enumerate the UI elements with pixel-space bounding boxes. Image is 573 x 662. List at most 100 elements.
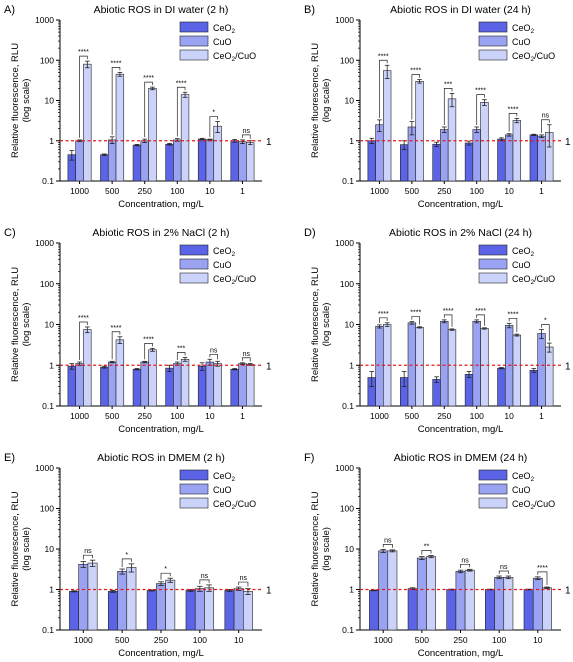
bar [238, 363, 247, 407]
bar [100, 366, 109, 407]
legend-swatch [179, 258, 209, 270]
bar [233, 588, 244, 631]
panel-label: A) [4, 4, 15, 16]
bar [197, 138, 207, 182]
x-tick-label: 250 [453, 635, 467, 645]
bar [512, 120, 522, 182]
bar [367, 140, 376, 182]
x-tick-label: 100 [470, 411, 484, 421]
x-tick-label: 1 [539, 186, 544, 196]
significance-bracket [541, 119, 550, 133]
x-tick-label: 1000 [370, 186, 389, 196]
legend-swatch [478, 35, 508, 47]
significance-bracket [382, 544, 393, 548]
bar [472, 320, 481, 407]
chart-panel-4: D) Abiotic ROS in 2% NaCl (24 h) 0.1 1 10 100… [304, 227, 571, 435]
x-tick-label: 100 [170, 411, 184, 421]
bar [83, 329, 92, 407]
legend-label: CeO2/CuO [512, 274, 555, 286]
y-tick-label: 1 [349, 585, 354, 595]
y-axis-label: Relative fluorescence, RLU [10, 491, 21, 606]
bar [204, 587, 215, 631]
x-tick-label: 100 [193, 635, 207, 645]
bar [542, 587, 552, 631]
significance-bracket [242, 357, 251, 362]
y-axis-sublabel: (log scale) [21, 303, 32, 347]
bar [156, 583, 166, 631]
legend-label: CeO2/CuO [512, 499, 555, 511]
significance-label: ns [201, 573, 209, 580]
x-tick-label: 500 [405, 186, 419, 196]
bar [416, 557, 427, 631]
x-tick-label: 100 [470, 186, 484, 196]
significance-bracket [508, 113, 518, 132]
significance-bracket [541, 324, 550, 342]
legend-swatch [179, 272, 209, 284]
y-tick-label: 1000 [35, 238, 54, 248]
significance-bracket [411, 74, 420, 120]
bar [440, 129, 449, 182]
bar [67, 365, 76, 407]
bar [107, 591, 118, 631]
significance-bracket [421, 550, 432, 555]
significance-label: **** [111, 325, 122, 332]
bar [432, 379, 441, 407]
legend-swatch [478, 497, 508, 509]
significance-label: ns [243, 351, 251, 358]
bar [185, 590, 196, 631]
bar [132, 144, 142, 182]
bar [230, 368, 239, 407]
y-tick-label: 0.1 [342, 625, 354, 635]
bar [246, 364, 255, 407]
chart-title: Abiotic ROS in DI water (24 h) [390, 4, 531, 16]
y-tick-label: 0.1 [42, 401, 54, 411]
panel-label: D) [304, 227, 316, 239]
y-tick-label: 0.1 [342, 176, 354, 186]
x-tick-label: 500 [405, 411, 419, 421]
legend-swatch [478, 258, 508, 270]
bar [148, 349, 157, 407]
bar [426, 556, 436, 631]
reference-label: 1 [266, 137, 272, 148]
x-axis-label: Concentration, mg/L [118, 648, 204, 659]
chart-title: Abiotic ROS in DMEM (24 h) [394, 452, 528, 464]
significance-bracket [460, 563, 471, 569]
x-tick-label: 10 [234, 635, 244, 645]
x-tick-label: 100 [170, 186, 184, 196]
bar [532, 577, 543, 631]
significance-label: **** [508, 311, 519, 318]
x-tick-label: 500 [105, 186, 119, 196]
y-axis-label: Relative fluorescence, RLU [310, 267, 321, 382]
bar [529, 370, 538, 407]
chart-panel-3: C) Abiotic ROS in 2% NaCl (2 h) 0.1 1 10 100 1… [4, 227, 272, 435]
x-tick-label: 10 [504, 411, 514, 421]
significance-label: ns [84, 548, 92, 555]
bar [485, 589, 495, 631]
x-tick-label: 500 [415, 635, 429, 645]
bar [375, 124, 384, 182]
reference-label: 1 [266, 361, 272, 372]
bar [504, 134, 514, 182]
bar [480, 328, 489, 407]
significance-bracket [379, 59, 388, 118]
bar [415, 80, 424, 182]
panel-label: C) [4, 227, 16, 239]
legend-label: CuO [512, 37, 531, 47]
chart-panel-6: F) Abiotic ROS in DMEM (24 h) 0.1 1 10 100 100… [304, 452, 571, 659]
bar [83, 63, 92, 182]
x-tick-label: 250 [154, 635, 168, 645]
x-tick-label: 1000 [70, 186, 89, 196]
y-tick-label: 100 [340, 55, 354, 65]
bar [447, 329, 457, 407]
y-tick-label: 100 [40, 279, 54, 289]
bar [503, 577, 514, 631]
significance-label: * [125, 552, 128, 559]
bar [432, 143, 441, 182]
significance-label: **** [176, 80, 187, 87]
legend-label: CeO2 [213, 246, 236, 258]
bar [455, 571, 466, 631]
legend-swatch [478, 272, 508, 284]
significance-bracket [176, 352, 186, 361]
x-axis-label: Concentration, mg/L [118, 424, 204, 435]
y-tick-label: 1000 [35, 463, 54, 473]
